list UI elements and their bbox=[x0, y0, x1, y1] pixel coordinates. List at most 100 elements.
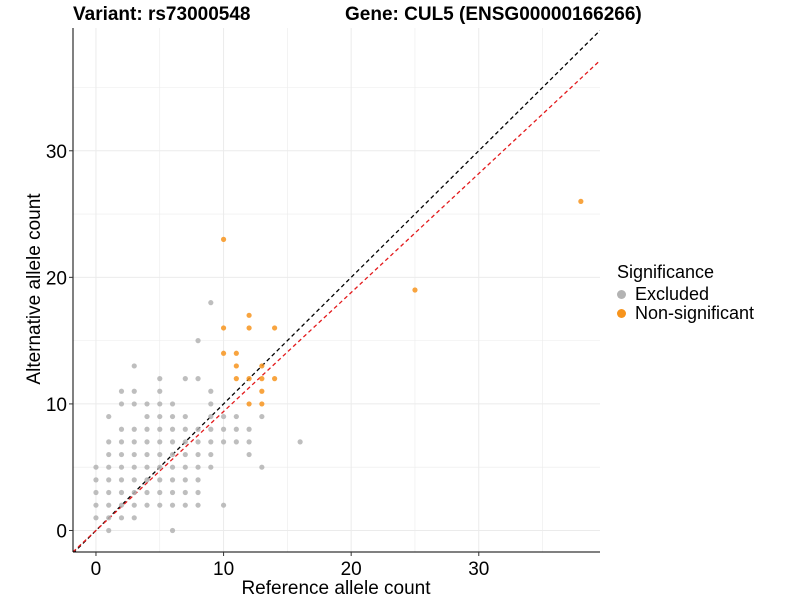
data-point-excluded bbox=[157, 451, 163, 458]
data-point-excluded bbox=[182, 477, 188, 483]
legend-swatch-excluded bbox=[617, 290, 626, 299]
data-point-excluded bbox=[131, 489, 137, 496]
data-point-non-significant bbox=[259, 388, 265, 394]
data-point-excluded bbox=[195, 375, 201, 382]
data-point-excluded bbox=[144, 464, 150, 470]
data-point-excluded bbox=[106, 502, 112, 508]
x-axis-label: Reference allele count bbox=[241, 578, 431, 599]
reference-line-fit bbox=[73, 60, 600, 552]
data-point-excluded bbox=[144, 489, 150, 496]
data-point-excluded bbox=[118, 464, 125, 470]
data-point-non-significant bbox=[246, 401, 252, 407]
data-point-excluded bbox=[106, 527, 112, 534]
data-point-excluded bbox=[106, 489, 112, 496]
data-point-excluded bbox=[106, 477, 112, 483]
data-point-excluded bbox=[157, 489, 163, 496]
data-point-excluded bbox=[208, 388, 214, 394]
data-point-excluded bbox=[131, 401, 137, 407]
data-point-non-significant bbox=[246, 312, 252, 318]
data-point-excluded bbox=[220, 502, 227, 508]
data-point-excluded bbox=[208, 464, 214, 470]
data-point-non-significant bbox=[272, 375, 278, 382]
data-point-excluded bbox=[118, 401, 125, 407]
data-point-excluded bbox=[131, 477, 137, 483]
data-point-excluded bbox=[157, 401, 163, 407]
data-point-excluded bbox=[182, 464, 188, 470]
data-point-non-significant bbox=[233, 350, 239, 356]
data-point-excluded bbox=[106, 439, 112, 445]
legend-item-excluded: Excluded bbox=[617, 284, 754, 304]
data-point-excluded bbox=[157, 426, 163, 432]
data-point-excluded bbox=[246, 426, 252, 432]
data-point-excluded bbox=[157, 439, 163, 445]
data-point-excluded bbox=[169, 451, 176, 458]
data-point-excluded bbox=[182, 413, 188, 420]
data-point-excluded bbox=[195, 502, 201, 508]
data-point-non-significant bbox=[259, 401, 265, 407]
data-point-excluded bbox=[195, 477, 201, 483]
data-point-excluded bbox=[144, 502, 150, 508]
data-point-excluded bbox=[195, 338, 201, 344]
data-point-non-significant bbox=[259, 375, 265, 382]
data-point-excluded bbox=[208, 401, 214, 407]
data-point-excluded bbox=[131, 451, 137, 458]
axes: 0 10 20 30 0 10 20 30 bbox=[46, 28, 600, 580]
x-tick-label: 10 bbox=[213, 559, 234, 580]
data-point-excluded bbox=[93, 489, 99, 496]
data-point-excluded bbox=[182, 489, 188, 496]
data-point-excluded bbox=[182, 439, 188, 445]
data-point-excluded bbox=[93, 502, 99, 508]
data-point-excluded bbox=[118, 388, 125, 394]
data-point-excluded bbox=[118, 515, 125, 521]
data-point-excluded bbox=[195, 426, 201, 432]
x-tick-label: 0 bbox=[91, 559, 102, 580]
data-point-excluded bbox=[195, 489, 201, 496]
data-point-excluded bbox=[93, 515, 99, 521]
data-point-excluded bbox=[118, 451, 125, 458]
data-point-excluded bbox=[131, 388, 137, 394]
data-point-excluded bbox=[233, 426, 239, 432]
data-point-excluded bbox=[182, 451, 188, 458]
data-point-excluded bbox=[208, 451, 214, 458]
data-point-excluded bbox=[220, 413, 227, 420]
data-point-excluded bbox=[131, 363, 137, 369]
data-point-excluded bbox=[157, 477, 163, 483]
data-point-excluded bbox=[233, 413, 239, 420]
data-point-excluded bbox=[169, 439, 176, 445]
data-point-non-significant bbox=[233, 375, 239, 382]
data-point-excluded bbox=[169, 464, 176, 470]
data-point-excluded bbox=[144, 401, 150, 407]
data-point-excluded bbox=[118, 477, 125, 483]
data-point-excluded bbox=[157, 388, 163, 394]
data-point-non-significant bbox=[233, 363, 239, 369]
data-point-excluded bbox=[131, 439, 137, 445]
data-point-excluded bbox=[144, 426, 150, 432]
data-point-excluded bbox=[93, 464, 99, 470]
data-point-excluded bbox=[144, 413, 150, 420]
data-point-excluded bbox=[157, 502, 163, 508]
data-point-non-significant bbox=[246, 325, 252, 331]
legend: Significance Excluded Non-significant bbox=[617, 262, 754, 323]
data-point-non-significant bbox=[259, 363, 265, 369]
data-point-excluded bbox=[131, 515, 137, 521]
data-point-excluded bbox=[93, 477, 99, 483]
data-point-excluded bbox=[220, 426, 227, 432]
data-point-excluded bbox=[118, 426, 125, 432]
data-point-excluded bbox=[297, 439, 303, 445]
data-point-excluded bbox=[157, 375, 163, 382]
data-point-excluded bbox=[118, 502, 125, 508]
data-point-non-significant bbox=[412, 287, 418, 293]
data-point-excluded bbox=[169, 502, 176, 508]
y-tick-label: 20 bbox=[46, 268, 67, 289]
legend-label-excluded: Excluded bbox=[635, 284, 710, 304]
data-point-non-significant bbox=[220, 325, 227, 331]
grid-lines bbox=[73, 28, 600, 552]
data-point-non-significant bbox=[220, 236, 227, 242]
data-point-excluded bbox=[169, 527, 176, 534]
data-point-excluded bbox=[131, 426, 137, 432]
data-point-excluded bbox=[144, 477, 150, 483]
y-tick-label: 0 bbox=[56, 521, 67, 542]
data-point-excluded bbox=[208, 426, 214, 432]
data-point-excluded bbox=[220, 439, 227, 445]
